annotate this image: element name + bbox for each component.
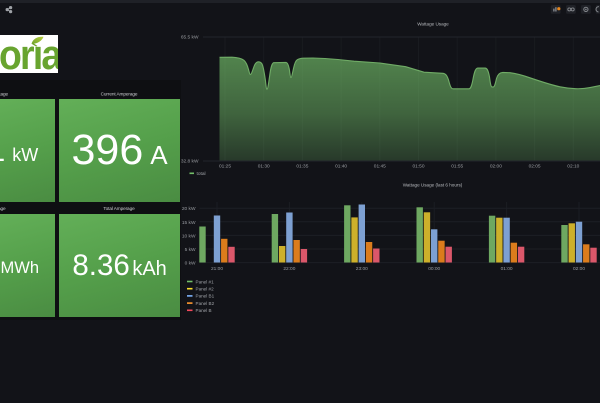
- svg-text:total: total: [197, 171, 206, 177]
- svg-text:23:00: 23:00: [356, 266, 368, 272]
- svg-text:01:25: 01:25: [219, 164, 231, 170]
- svg-text:Panel B: Panel B: [196, 308, 212, 313]
- svg-text:01:35: 01:35: [296, 164, 308, 170]
- svg-text:01:00: 01:00: [501, 266, 513, 272]
- svg-text:Total Wattage: Total Wattage: [0, 206, 6, 211]
- svg-text:Current Wattage: Current Wattage: [0, 92, 8, 97]
- svg-text:02:10: 02:10: [567, 164, 579, 170]
- svg-text:Current Amperage: Current Amperage: [101, 92, 138, 97]
- svg-text:00:00: 00:00: [428, 266, 440, 272]
- svg-text:02:05: 02:05: [529, 164, 541, 170]
- svg-text:5 kW: 5 kW: [185, 247, 196, 253]
- svg-text:22:00: 22:00: [283, 266, 295, 272]
- svg-text:02:00: 02:00: [573, 266, 585, 272]
- svg-text:15 kW: 15 kW: [182, 220, 196, 226]
- svg-text:01:55: 01:55: [451, 164, 463, 170]
- svg-text:Wattage Usage (last 6 hours): Wattage Usage (last 6 hours): [403, 183, 463, 188]
- svg-text:21:00: 21:00: [211, 266, 223, 272]
- svg-text:02:00: 02:00: [490, 164, 502, 170]
- svg-text:Total Amperage: Total Amperage: [103, 206, 135, 211]
- svg-text:01:45: 01:45: [374, 164, 386, 170]
- svg-text:Wattage Usage: Wattage Usage: [417, 21, 449, 26]
- svg-text:0 kW: 0 kW: [185, 261, 196, 267]
- svg-text:Panel #1: Panel #1: [196, 279, 215, 284]
- svg-text:01:40: 01:40: [335, 164, 347, 170]
- svg-text:32.8 kW: 32.8 kW: [181, 159, 199, 165]
- svg-text:01:30: 01:30: [258, 164, 270, 170]
- svg-text:Panel B2: Panel B2: [196, 301, 215, 306]
- svg-text:Panel B1: Panel B1: [196, 294, 215, 299]
- svg-text:10 kW: 10 kW: [182, 233, 196, 239]
- svg-text:01:50: 01:50: [412, 164, 424, 170]
- svg-text:20 kW: 20 kW: [182, 206, 196, 212]
- svg-text:Panel #2: Panel #2: [196, 287, 215, 292]
- svg-text:65.5 kW: 65.5 kW: [181, 35, 199, 41]
